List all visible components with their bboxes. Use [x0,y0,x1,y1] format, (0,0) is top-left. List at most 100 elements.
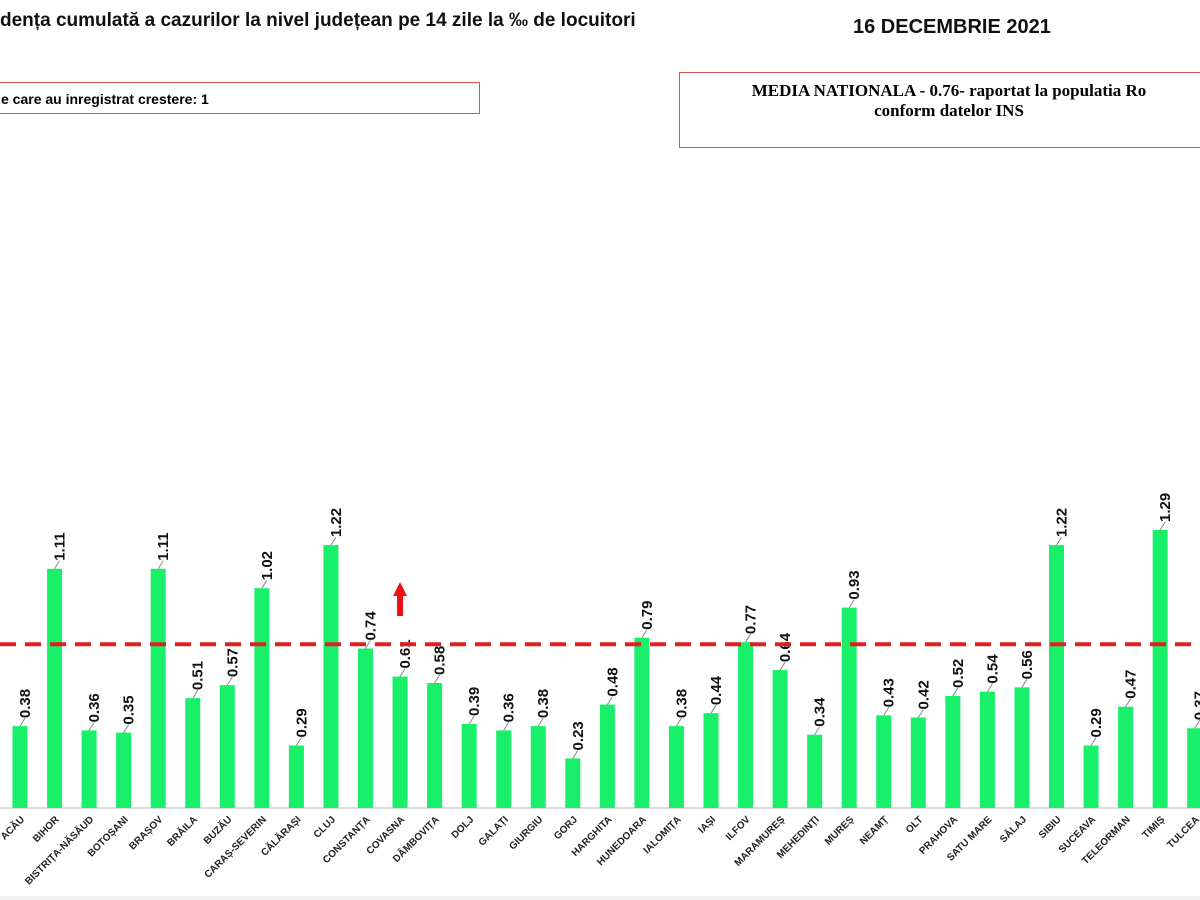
data-label: 0.61 [397,639,414,668]
national-average-box: MEDIA NATIONALA - 0.76- raportat la popu… [679,72,1200,148]
national-average-line1: MEDIA NATIONALA - 0.76- raportat la popu… [751,81,1147,100]
category-label: BIHOR [31,814,62,845]
data-label: 0.42 [915,680,932,709]
leader-line [503,722,510,731]
bar [219,685,235,808]
data-label: 0.36 [86,693,103,722]
leader-line [399,668,406,677]
leader-line [1125,698,1132,707]
bar [427,683,443,808]
category-label: TIMIȘ [1141,814,1168,841]
leader-line [365,640,371,649]
leader-line [745,633,751,643]
leader-line [157,560,164,570]
bottom-strip [0,896,1200,900]
chart-title: dența cumulată a cazurilor la nivel jude… [0,10,636,31]
data-label: 0.29 [293,708,310,737]
bar [738,642,754,808]
bar [530,726,546,808]
data-label: 0.57 [224,648,241,677]
category-label: ACĂU [0,813,27,843]
bar [910,717,926,808]
leader-line [295,737,302,746]
data-label: 0.23 [570,721,587,750]
category-label: CLUJ [312,814,338,840]
category-label: MUREȘ [823,814,857,848]
leader-line [1056,536,1062,546]
chart-date: 16 DECEMBRIE 2021 [853,16,1051,38]
category-label: SĂLAJ [997,813,1029,845]
data-label: 0.77 [743,605,760,634]
data-label: 1.22 [1054,508,1071,537]
leader-line [1021,679,1028,688]
data-label: 0.58 [432,646,449,675]
category-label: GORJ [552,814,580,842]
data-label: 0.44 [708,675,725,705]
data-label: 0.35 [121,695,138,724]
data-label: 0.74 [363,611,380,641]
bar [358,648,373,808]
bar [668,726,684,808]
bar [599,704,615,808]
category-label: NEAMȚ [858,814,891,847]
leader-line [606,696,613,705]
bar [703,713,719,808]
bar [1152,530,1168,808]
data-label: 0.47 [1123,670,1140,699]
data-label: 0.64 [777,632,794,662]
leader-line [19,717,26,727]
leader-line [779,661,786,671]
category-label: IALOMIȚA [642,814,684,856]
leader-line [814,726,821,735]
bar [772,670,788,808]
bar [945,695,961,808]
bar [841,607,857,808]
category-label: GALAȚI [477,814,511,848]
leader-line [88,722,95,731]
data-label: 0.39 [466,687,483,716]
bar [150,568,166,808]
data-label: 1.29 [1157,493,1174,522]
bar [634,637,650,808]
bar [12,726,28,808]
leader-line [468,715,475,725]
category-label: CARAȘ-SEVERIN [203,814,269,880]
data-label: 0.79 [639,601,656,630]
leader-line [1194,720,1200,729]
leader-line [676,717,682,727]
leader-line [330,536,337,546]
data-label: 0.37 [1192,691,1200,720]
leader-line [848,599,855,608]
data-label: 0.38 [673,689,690,718]
data-label: 0.38 [535,689,552,718]
leader-line [123,724,130,733]
leader-line [434,674,441,684]
leader-line [537,717,544,727]
data-label: 0.29 [1088,708,1105,737]
bar [47,568,63,808]
bar [1014,687,1030,808]
category-label: TULCEA [1165,814,1200,850]
data-label: 0.56 [1019,650,1036,679]
category-label: DOLJ [450,814,477,841]
bar [392,676,408,808]
data-label: 1.22 [328,508,345,537]
leader-line [1090,737,1097,746]
bar [81,730,97,808]
category-label: OLT [904,814,925,835]
leader-line [261,579,268,589]
category-label: IAȘI [697,814,719,836]
leader-line [226,676,233,686]
leader-line [572,750,579,759]
data-label: 1.11 [52,532,69,560]
category-label: SIBIU [1037,814,1064,841]
bar [807,734,823,808]
data-label: 0.36 [501,693,518,722]
category-label: BRAȘOV [127,814,165,852]
leader-line [54,560,60,570]
leader-line [1159,521,1166,531]
bar [496,730,512,808]
leader-line [986,683,993,692]
data-label: 0.52 [950,659,967,688]
